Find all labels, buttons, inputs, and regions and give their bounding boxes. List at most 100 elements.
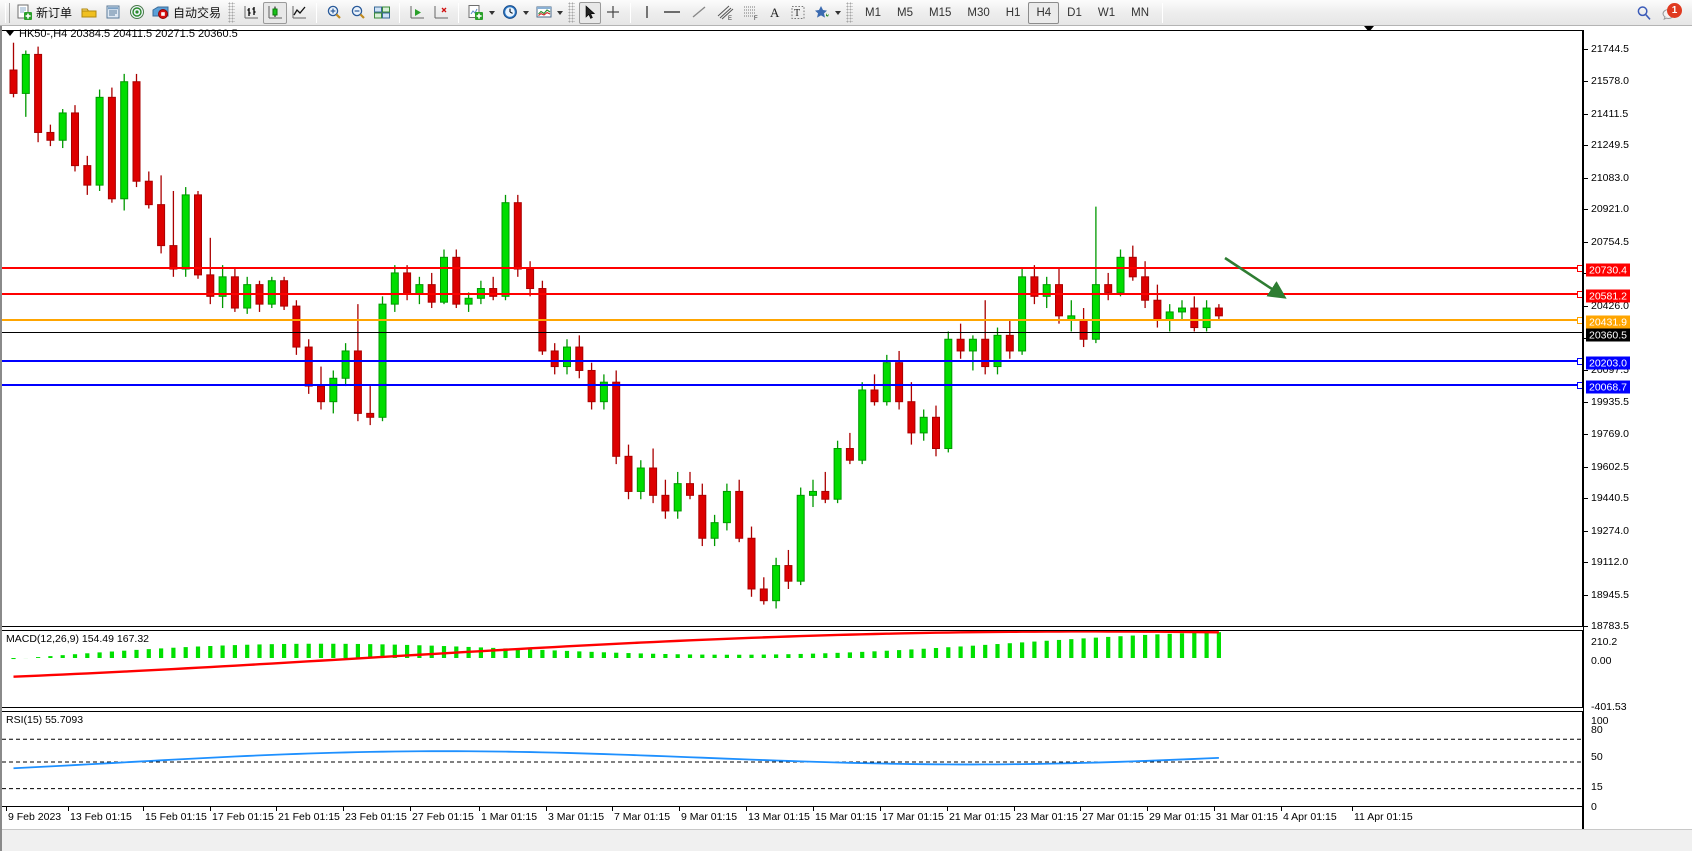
price-level-chip[interactable]: 20581.2 xyxy=(1586,289,1630,303)
price-level-chip[interactable]: 20431.9 xyxy=(1586,315,1630,329)
price-axis-label: 19602.5 xyxy=(1591,460,1629,473)
timeframe-h4[interactable]: H4 xyxy=(1028,1,1060,24)
chevron-down-icon[interactable] xyxy=(557,10,564,15)
new-chart-button[interactable] xyxy=(464,2,498,24)
price-level-line-20068[interactable] xyxy=(2,382,1582,389)
price-level-chip[interactable]: 20360.5 xyxy=(1586,328,1630,342)
last-price-line xyxy=(2,332,1582,333)
price-level-chip[interactable]: 20068.7 xyxy=(1586,380,1630,394)
search-button[interactable] xyxy=(1632,2,1656,24)
price-level-handle[interactable] xyxy=(1577,358,1582,365)
shift-end-button[interactable] xyxy=(405,2,429,24)
price-axis-label: 20426.0 xyxy=(1591,299,1629,312)
hline-icon xyxy=(661,4,683,21)
timeframe-w1[interactable]: W1 xyxy=(1097,6,1116,19)
chart-window: HK50-,H4 20384.5 20411.5 20271.5 20360.5 xyxy=(0,26,1692,851)
price-axis-label: 19274.0 xyxy=(1591,524,1629,537)
price-level-chip[interactable]: 20203.0 xyxy=(1586,356,1630,370)
price-axis[interactable]: 21744.5 21578.0 21411.5 21249.5 21083.0 20921… xyxy=(1583,30,1692,829)
price-level-handle[interactable] xyxy=(1577,265,1582,272)
toolbar-section-grip[interactable] xyxy=(568,2,576,23)
price-level-handle[interactable] xyxy=(1577,291,1582,298)
price-axis-label: 21249.5 xyxy=(1591,139,1629,152)
zoom-out-button[interactable] xyxy=(346,2,370,24)
chart-menu-caret-icon[interactable] xyxy=(6,31,14,36)
timeframe-d1[interactable]: D1 xyxy=(1067,6,1082,19)
text-label-button[interactable]: T xyxy=(786,2,810,24)
label-icon: T xyxy=(789,4,807,21)
crosshair-button[interactable] xyxy=(601,2,625,24)
price-chart-pane[interactable] xyxy=(2,30,1583,627)
time-axis-tick xyxy=(880,807,881,811)
timeframe-m5[interactable]: M5 xyxy=(897,6,913,19)
line-chart-button[interactable] xyxy=(287,2,311,24)
autotrade-icon xyxy=(152,4,170,21)
price-axis-label: 18945.5 xyxy=(1591,588,1629,601)
time-axis-tick xyxy=(679,807,680,811)
price-level-chip[interactable]: 20730.4 xyxy=(1586,263,1630,277)
time-axis-label: 9 Feb 2023 xyxy=(8,811,62,823)
trendline-button[interactable] xyxy=(686,2,712,24)
signals-button[interactable] xyxy=(125,2,149,24)
time-axis-tick xyxy=(612,807,613,811)
vertical-line-button[interactable] xyxy=(636,2,658,24)
crosshair-icon xyxy=(604,4,622,21)
rsi-label: RSI(15) 55.7093 xyxy=(6,714,84,726)
notifications-button[interactable]: 1 xyxy=(1656,2,1686,24)
timeframe-h1[interactable]: H1 xyxy=(1005,6,1021,19)
candlestick-chart-button[interactable] xyxy=(263,1,288,24)
price-level-line-20581[interactable] xyxy=(2,291,1582,298)
time-axis-tick xyxy=(546,807,547,811)
equidistant-channel-button[interactable]: E xyxy=(712,2,738,24)
shapes-button[interactable] xyxy=(810,2,844,24)
price-level-handle[interactable] xyxy=(1577,382,1582,389)
price-level-line-20730[interactable] xyxy=(2,265,1582,272)
price-level-line-20431[interactable] xyxy=(2,317,1582,324)
price-axis-label: 19112.0 xyxy=(1591,556,1629,569)
timeframe-mn[interactable]: MN xyxy=(1131,6,1149,19)
bar-chart-button[interactable] xyxy=(239,2,263,24)
text-button[interactable]: A xyxy=(764,2,786,24)
cursor-button[interactable] xyxy=(579,1,602,24)
chevron-down-icon[interactable] xyxy=(835,10,842,15)
horizontal-line-button[interactable] xyxy=(658,2,686,24)
chart-symbol-ohlc: HK50-,H4 20384.5 20411.5 20271.5 20360.5 xyxy=(19,27,238,40)
time-axis[interactable]: 9 Feb 2023 13 Feb 01:15 15 Feb 01:15 17 Feb… xyxy=(2,807,1583,829)
price-axis-label: 21083.0 xyxy=(1591,171,1629,184)
toolbar-grip[interactable] xyxy=(5,2,10,23)
autotrade-button[interactable]: 自动交易 xyxy=(149,2,226,24)
macd-axis-label: 210.2 xyxy=(1591,636,1618,648)
down-arrow-annotation-icon[interactable] xyxy=(1220,253,1300,305)
folder-button[interactable] xyxy=(77,2,101,24)
price-axis-tick xyxy=(1584,370,1588,372)
chart-bottom-strip[interactable] xyxy=(2,829,1692,851)
period-button[interactable] xyxy=(498,2,532,24)
rsi-axis-label: 0 xyxy=(1591,801,1597,813)
timeframe-m15[interactable]: M15 xyxy=(929,6,952,19)
price-axis-tick xyxy=(1584,594,1588,596)
chevron-down-icon[interactable] xyxy=(523,10,530,15)
new-order-button[interactable]: 新订单 xyxy=(13,2,77,24)
toolbar-section-grip[interactable] xyxy=(846,2,854,23)
terminal-button[interactable] xyxy=(101,2,125,24)
tile-windows-icon xyxy=(373,4,391,21)
chevron-down-icon[interactable] xyxy=(489,10,496,15)
rsi-indicator-pane[interactable]: RSI(15) 55.7093 xyxy=(2,711,1583,807)
price-level-handle[interactable] xyxy=(1577,317,1582,324)
rsi-axis-label: 50 xyxy=(1591,751,1603,763)
cursor-icon xyxy=(582,4,598,21)
toolbar-section-grip[interactable] xyxy=(228,2,236,23)
period-icon xyxy=(501,4,519,21)
indicators-button[interactable] xyxy=(532,2,566,24)
timeframe-m1[interactable]: M1 xyxy=(865,6,882,19)
macd-indicator-pane[interactable]: MACD(12,26,9) 154.49 167.32 xyxy=(2,630,1583,708)
timeframe-m30[interactable]: M30 xyxy=(967,6,990,19)
time-axis-label: 13 Feb 01:15 xyxy=(70,811,132,823)
candlestick-series xyxy=(9,42,1223,609)
zoom-in-button[interactable] xyxy=(322,2,346,24)
fibonacci-button[interactable]: F xyxy=(738,2,764,24)
auto-scroll-button[interactable] xyxy=(429,2,453,24)
price-level-line-20203[interactable] xyxy=(2,358,1582,365)
tile-windows-button[interactable] xyxy=(370,2,394,24)
time-axis-tick xyxy=(143,807,144,811)
